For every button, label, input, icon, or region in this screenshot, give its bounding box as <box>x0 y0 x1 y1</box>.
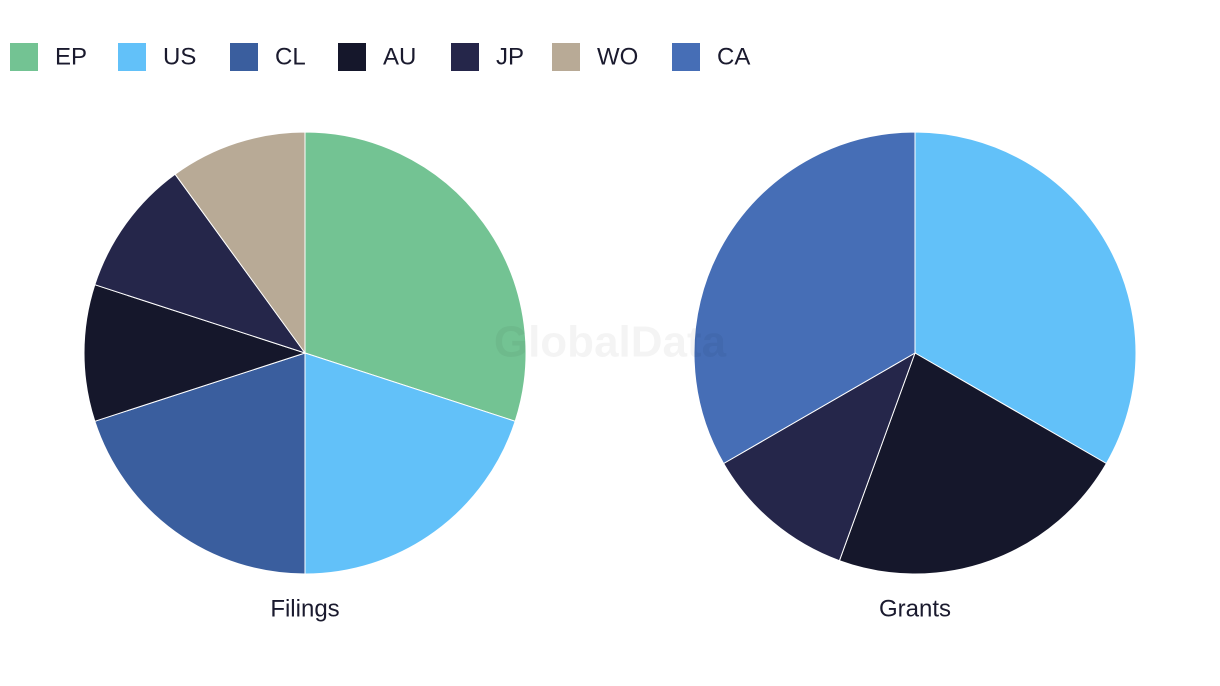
pie-slice <box>94 352 306 575</box>
legend-label: US <box>163 43 196 70</box>
legend-swatch <box>672 43 700 71</box>
legend-label: AU <box>383 43 416 70</box>
legend-swatch <box>10 43 38 71</box>
legend-label: CL <box>275 43 306 70</box>
pie-slice <box>174 131 306 355</box>
pie-slice <box>838 352 1108 575</box>
legend-label: EP <box>55 43 87 70</box>
pie-slice <box>94 173 307 354</box>
pie-slice <box>693 131 916 465</box>
pie-title: Grants <box>879 595 951 622</box>
pie-slice <box>722 351 916 562</box>
pie-slice <box>304 131 527 422</box>
watermark: GlobalData <box>494 318 727 367</box>
legend-label: CA <box>717 43 750 70</box>
pie-slice <box>914 131 1137 465</box>
pie-slice <box>304 352 516 575</box>
legend-label: JP <box>496 43 524 70</box>
legend-label: WO <box>597 43 638 70</box>
legend-swatch <box>451 43 479 71</box>
legend-swatch <box>338 43 366 71</box>
legend-swatch <box>552 43 580 71</box>
legend-swatch <box>230 43 258 71</box>
legend-swatch <box>118 43 146 71</box>
pie-slice <box>83 284 307 422</box>
pie-title: Filings <box>270 595 339 622</box>
